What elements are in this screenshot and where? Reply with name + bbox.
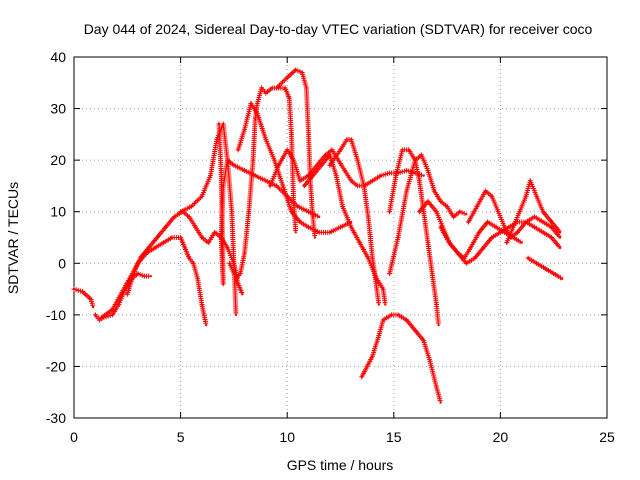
data-point — [558, 246, 562, 250]
y-tick-label: -20 — [46, 358, 66, 374]
x-tick-label: 20 — [493, 429, 509, 445]
plus-marker — [556, 233, 562, 239]
plus-marker — [203, 320, 209, 326]
plus-marker — [437, 398, 443, 404]
plus-marker — [90, 302, 96, 308]
data-series — [71, 67, 564, 404]
grid — [74, 57, 607, 418]
x-tick-label: 10 — [279, 429, 295, 445]
x-tick-label: 0 — [70, 429, 78, 445]
series-track-14 — [387, 147, 441, 327]
plus-marker — [312, 232, 318, 238]
plus-marker — [558, 275, 564, 281]
x-tick-label: 15 — [386, 429, 402, 445]
series-track-18 — [465, 188, 562, 240]
plus-marker — [293, 227, 299, 233]
y-tick-label: -10 — [46, 307, 66, 323]
series-track-07 — [227, 85, 299, 282]
series-track-15 — [387, 152, 468, 277]
y-tick-label: -30 — [46, 410, 66, 426]
plus-marker — [239, 290, 245, 296]
series-track-13 — [359, 312, 443, 404]
plus-marker — [517, 239, 523, 245]
chart-title: Day 044 of 2024, Sidereal Day-to-day VTE… — [84, 21, 593, 37]
series-track-10 — [267, 147, 425, 189]
plus-marker — [556, 243, 562, 249]
series-track-01 — [71, 286, 96, 309]
series-track-17 — [438, 219, 562, 266]
plus-marker — [461, 210, 467, 216]
plus-marker — [435, 320, 441, 326]
y-tick-label: 20 — [50, 152, 66, 168]
axis-ticks: 0 5 10 15 20 25 -30 -20 -10 0 10 20 30 40 — [46, 49, 615, 445]
data-point — [558, 231, 562, 234]
plus-marker — [382, 300, 388, 306]
y-tick-label: 10 — [50, 204, 66, 220]
y-tick-label: 40 — [50, 49, 66, 65]
series-track-11 — [301, 152, 388, 306]
plot-frame — [73, 56, 608, 419]
series-track-12 — [327, 137, 382, 306]
x-axis-label: GPS time / hours — [287, 457, 394, 473]
x-tick-label: 25 — [599, 429, 615, 445]
plus-marker — [314, 213, 320, 219]
y-axis-label: SDTVAR / TECUs — [5, 182, 21, 294]
series-track-05 — [178, 121, 239, 317]
data-point — [558, 236, 562, 239]
x-tick-label: 5 — [177, 429, 185, 445]
series-track-08 — [235, 100, 353, 235]
plus-marker — [376, 300, 382, 306]
plus-marker — [556, 228, 562, 234]
y-tick-label: 30 — [50, 101, 66, 117]
series-track-19 — [504, 178, 562, 246]
series-track-20 — [525, 255, 564, 281]
series-track-09 — [274, 67, 318, 239]
y-tick-label: 0 — [58, 255, 66, 271]
plus-marker — [233, 310, 239, 316]
plus-marker — [146, 273, 152, 279]
